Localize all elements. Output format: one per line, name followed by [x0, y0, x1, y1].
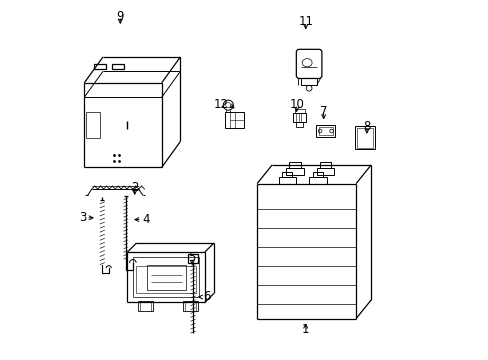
Bar: [285, 168, 303, 175]
Text: 10: 10: [289, 98, 304, 111]
Bar: [319, 162, 330, 168]
Text: 2: 2: [131, 181, 138, 194]
Bar: [316, 168, 333, 175]
Text: 6: 6: [203, 291, 210, 303]
Text: 9: 9: [116, 10, 124, 23]
Bar: [301, 78, 316, 85]
Bar: [296, 122, 303, 127]
Bar: [278, 177, 295, 184]
Bar: [288, 162, 300, 168]
Text: 8: 8: [363, 120, 370, 132]
Bar: [183, 301, 197, 311]
Text: 4: 4: [142, 213, 149, 226]
Bar: [224, 112, 244, 128]
Text: 3: 3: [79, 211, 86, 224]
Text: 1: 1: [301, 323, 309, 336]
Bar: [318, 127, 332, 135]
Bar: [316, 125, 335, 137]
Bar: [356, 128, 373, 148]
Bar: [138, 301, 152, 311]
Bar: [111, 64, 124, 68]
Bar: [292, 113, 306, 122]
Bar: [93, 64, 106, 68]
Text: 11: 11: [298, 15, 312, 28]
Bar: [146, 265, 185, 290]
Text: 5: 5: [188, 251, 196, 264]
Bar: [282, 172, 292, 177]
Text: 7: 7: [319, 105, 327, 118]
Bar: [294, 109, 304, 113]
Text: 12: 12: [213, 98, 228, 111]
Bar: [309, 177, 326, 184]
Bar: [355, 126, 374, 149]
Bar: [312, 172, 322, 177]
Bar: [188, 255, 197, 263]
